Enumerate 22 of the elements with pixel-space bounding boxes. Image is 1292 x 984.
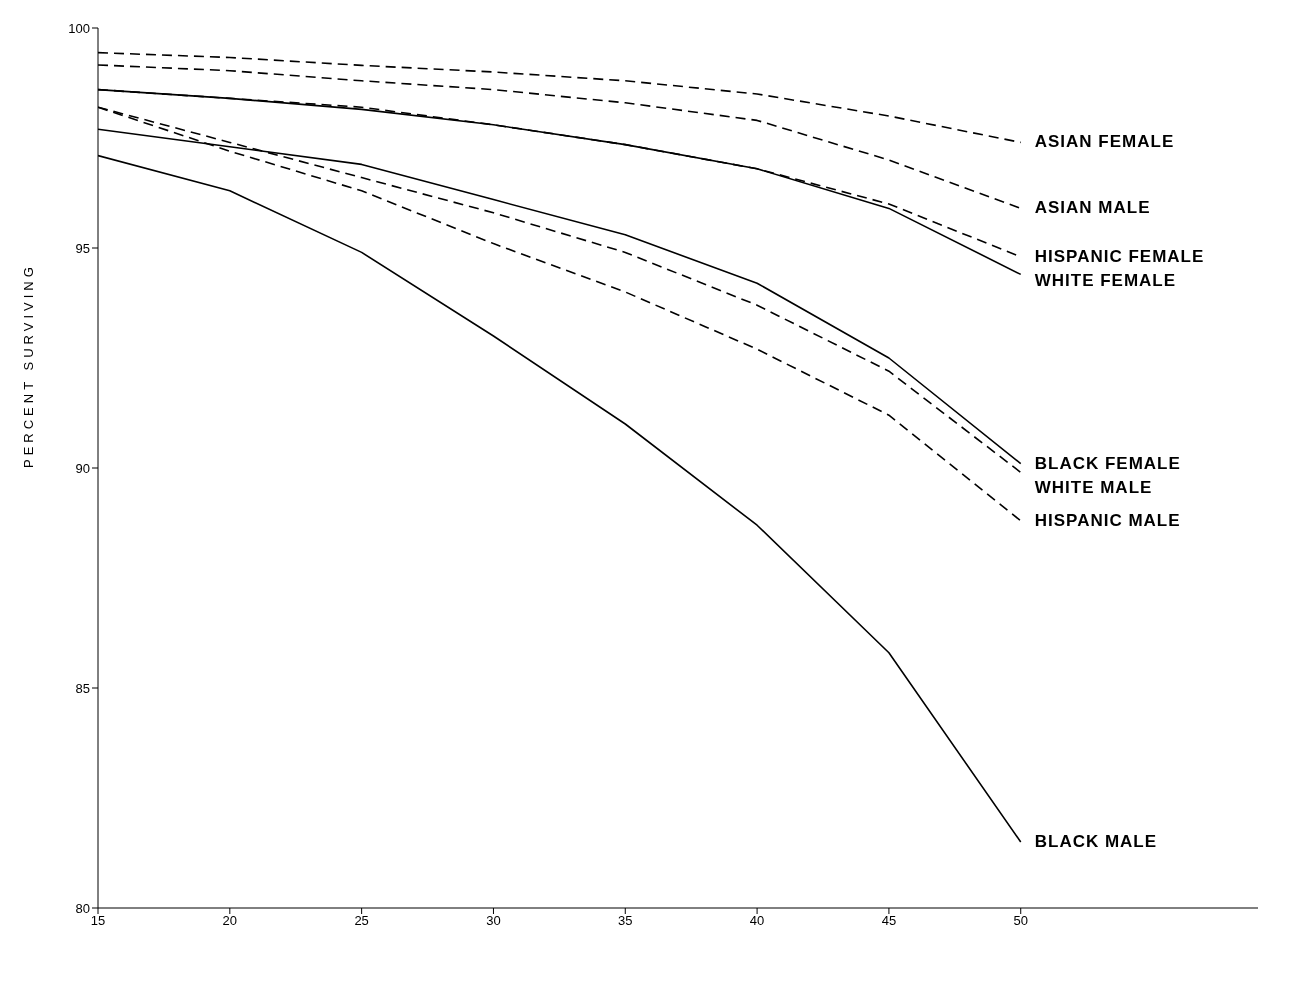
y-tick-label: 80: [75, 900, 90, 916]
series-label: ASIAN MALE: [1034, 198, 1151, 218]
y-axis-title: PERCENT SURVIVING: [20, 263, 36, 468]
x-tick-label: 25: [354, 913, 369, 929]
x-tick-label: 30: [486, 913, 501, 929]
series-label: BLACK FEMALE: [1034, 453, 1181, 473]
x-tick-label: 40: [749, 913, 765, 929]
x-tick-label: 35: [618, 913, 633, 929]
series-label: HISPANIC MALE: [1034, 510, 1181, 530]
x-tick-label: 20: [222, 913, 238, 929]
series-label: HISPANIC FEMALE: [1034, 246, 1205, 266]
y-tick-label: 95: [75, 240, 90, 256]
y-tick-label: 85: [75, 680, 90, 696]
series-label: BLACK MALE: [1034, 832, 1158, 851]
x-tick-label: 50: [1013, 913, 1028, 929]
series-label: ASIAN FEMALE: [1034, 132, 1175, 152]
x-tick-label: 45: [881, 913, 897, 929]
y-tick-label: 100: [68, 20, 90, 36]
x-tick-label: 15: [90, 913, 106, 929]
series-label: WHITE FEMALE: [1034, 270, 1177, 290]
series-label: WHITE MALE: [1034, 477, 1153, 497]
y-tick-label: 90: [75, 460, 90, 476]
